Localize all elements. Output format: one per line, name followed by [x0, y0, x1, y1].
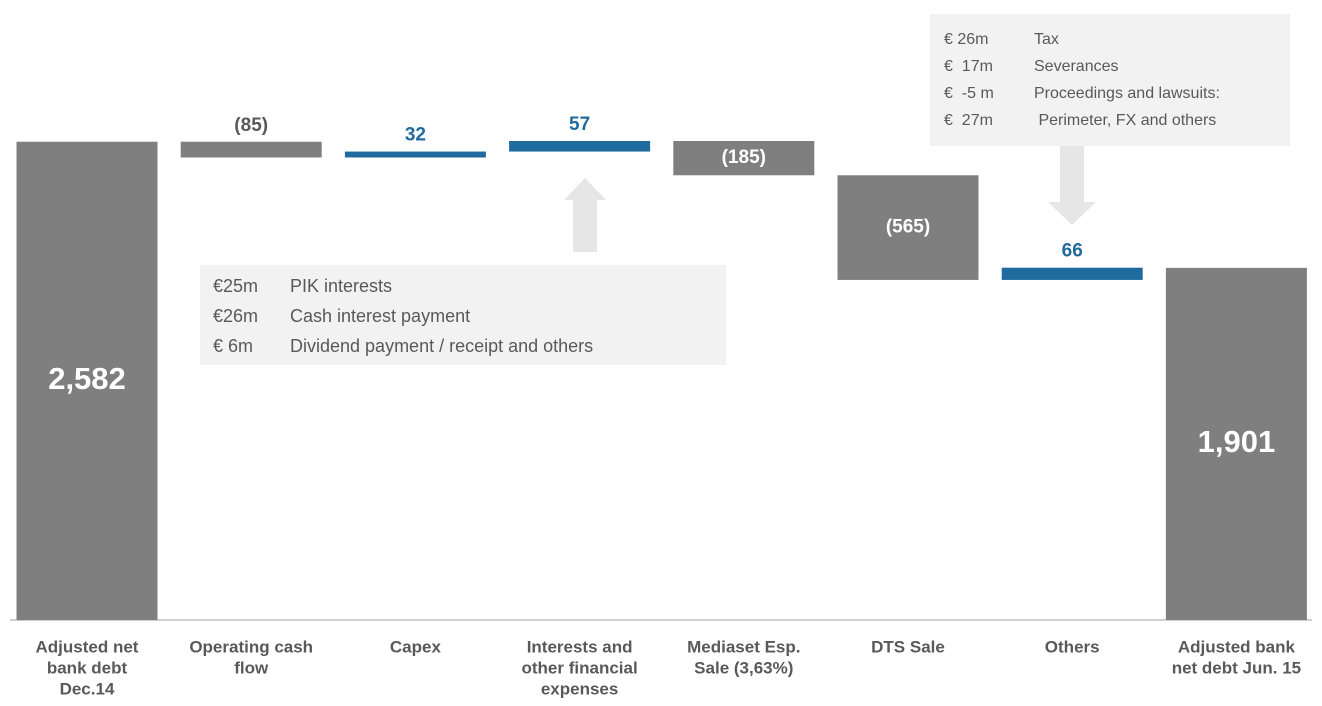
x-tick-label: Dec.14 [60, 679, 115, 698]
value-label: (185) [722, 147, 766, 168]
bar [509, 141, 651, 152]
annotation-text: € 6m [213, 336, 253, 356]
x-tick-label: bank debt [47, 658, 128, 677]
annotation-box [200, 265, 726, 365]
x-tick-label: DTS Sale [871, 637, 945, 656]
value-label: 32 [405, 125, 426, 146]
bar [1165, 267, 1307, 620]
value-label: 66 [1062, 241, 1083, 262]
arrow-up [564, 178, 606, 252]
x-tick-label: Mediaset Esp. [687, 637, 800, 656]
annotation-text: Perimeter, FX and others [1034, 112, 1216, 129]
annotation-text: Cash interest payment [290, 306, 470, 326]
bar [673, 141, 815, 176]
x-tick-label: Operating cash [189, 637, 313, 656]
value-label: 1,901 [1198, 424, 1276, 459]
x-tick-label: Sale (3,63%) [694, 658, 793, 677]
x-tick-label: Others [1045, 637, 1100, 656]
x-tick-label: net debt Jun. 15 [1172, 658, 1301, 677]
x-tick-label: Interests and [527, 637, 633, 656]
x-tick-label: expenses [541, 679, 619, 698]
bar [16, 141, 158, 620]
arrow-down [1048, 146, 1096, 225]
annotation-box [930, 14, 1290, 146]
x-tick-label: Capex [390, 637, 442, 656]
annotation-text: Dividend payment / receipt and others [290, 336, 593, 356]
annotation-text: €26m [213, 306, 258, 326]
annotation-text: € -5 m [944, 85, 994, 102]
value-label: (565) [886, 217, 930, 238]
value-label: (85) [234, 115, 268, 136]
value-label: 2,582 [48, 361, 126, 396]
bar [180, 141, 322, 158]
bar [344, 151, 486, 158]
x-tick-label: flow [234, 658, 269, 677]
annotation-text: € 26m [944, 31, 988, 48]
annotation-text: Severances [1034, 58, 1119, 75]
annotation-text: €25m [213, 276, 258, 296]
x-tick-label: Adjusted bank [1178, 637, 1296, 656]
annotation-text: Proceedings and lawsuits: [1034, 85, 1220, 102]
annotation-text: PIK interests [290, 276, 392, 296]
value-label: 57 [569, 114, 590, 135]
bar [837, 175, 979, 280]
annotation-text: Tax [1034, 31, 1059, 48]
x-tick-label: Adjusted net [36, 637, 139, 656]
x-tick-label: other financial [522, 658, 638, 677]
bar [1001, 267, 1143, 280]
annotation-text: € 17m [944, 58, 993, 75]
annotation-text: € 27m [944, 112, 993, 129]
